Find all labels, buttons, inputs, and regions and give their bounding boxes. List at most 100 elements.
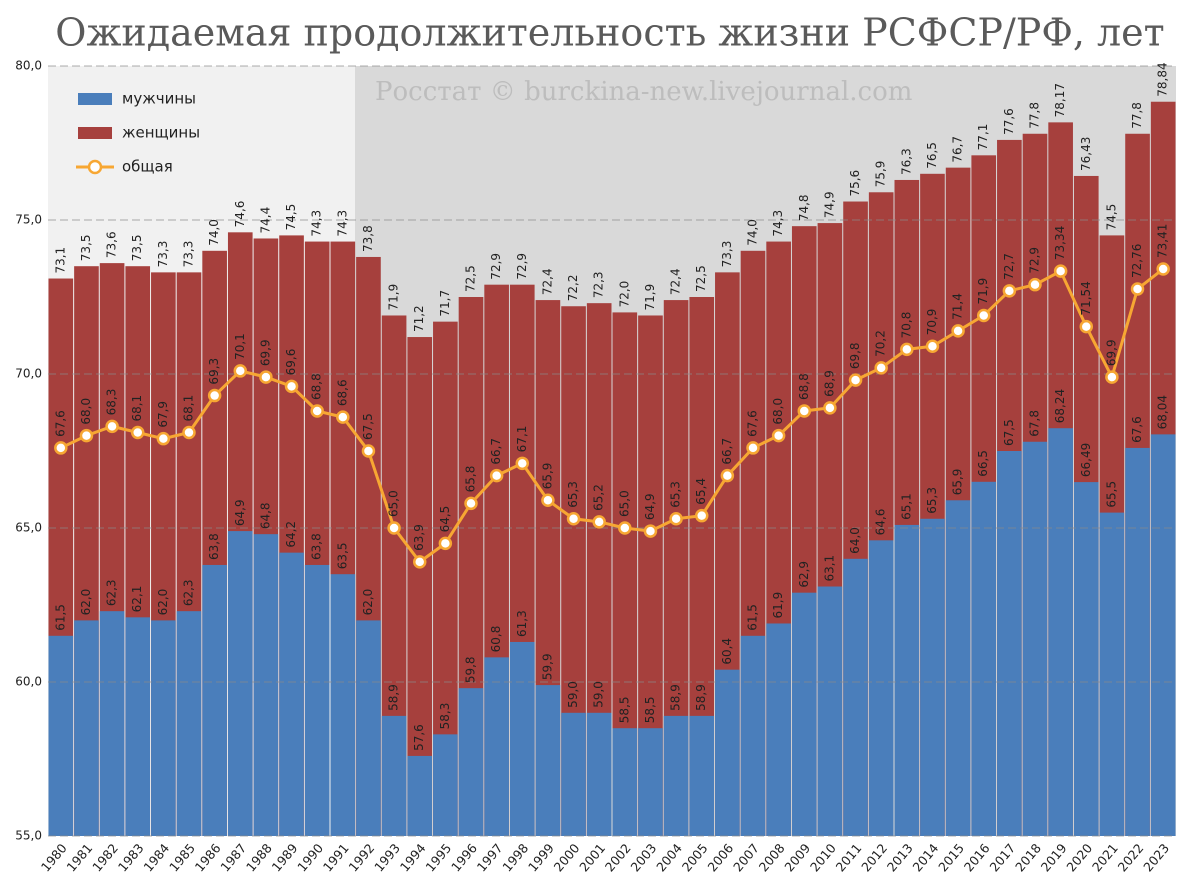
bar <box>997 451 1022 836</box>
value-label: 71,2 <box>412 305 426 332</box>
value-label: 76,3 <box>899 148 913 175</box>
point <box>207 388 222 403</box>
x-tick-label: 2003 <box>627 841 659 875</box>
x-tick-label: 2015 <box>935 841 967 875</box>
value-label: 73,3 <box>720 241 734 268</box>
bar <box>740 635 766 836</box>
x-tick-label: 1988 <box>243 841 275 875</box>
x-tick-label: 1983 <box>115 841 147 875</box>
point <box>643 524 658 538</box>
value-label: 60,8 <box>489 626 503 653</box>
value-label: 65,5 <box>1104 481 1118 508</box>
x-tick-label: 2001 <box>576 841 608 875</box>
value-label: 72,5 <box>464 265 478 292</box>
point <box>1002 284 1017 298</box>
legend-label: мужчины <box>122 90 196 108</box>
x-tick-label: 2007 <box>730 841 762 875</box>
x-tick-label: 2014 <box>909 841 941 875</box>
x-tick-label: 2020 <box>1063 841 1095 875</box>
value-label: 65,0 <box>617 490 631 517</box>
value-label: 69,9 <box>258 339 272 366</box>
bar <box>894 524 920 836</box>
value-label: 59,0 <box>566 681 580 708</box>
x-tick-label: 2021 <box>1089 841 1121 875</box>
bar <box>715 669 740 836</box>
value-label: 71,9 <box>387 284 401 311</box>
bar <box>381 715 407 836</box>
bar <box>920 518 945 836</box>
y-tick-label: 80,0 <box>15 59 42 73</box>
value-label: 71,9 <box>643 284 657 311</box>
x-tick-label: 2002 <box>602 841 634 875</box>
x-tick-label: 1990 <box>294 841 326 875</box>
value-label: 72,9 <box>1028 247 1042 274</box>
x-tick-label: 1992 <box>345 841 377 875</box>
value-label: 71,54 <box>1079 281 1093 315</box>
point <box>592 515 606 529</box>
value-label: 61,3 <box>515 610 529 637</box>
value-label: 72,0 <box>617 281 631 308</box>
value-label: 63,1 <box>822 555 836 582</box>
bar <box>561 712 586 836</box>
x-tick-label: 2019 <box>1038 841 1070 875</box>
bar <box>663 715 689 836</box>
bar <box>535 685 561 836</box>
x-tick-label: 1985 <box>166 841 198 875</box>
point <box>259 370 273 384</box>
value-label: 68,9 <box>822 370 836 397</box>
y-tick-label: 65,0 <box>15 521 42 535</box>
value-label: 59,9 <box>540 653 554 680</box>
x-tick-label: 2012 <box>858 841 890 875</box>
x-tick-label: 2016 <box>961 841 993 875</box>
point <box>156 431 171 446</box>
point <box>566 512 581 526</box>
x-tick-label: 1986 <box>192 841 224 875</box>
bar <box>253 534 279 836</box>
value-label: 68,24 <box>1053 389 1067 423</box>
value-label: 74,5 <box>284 204 298 231</box>
value-label: 64,5 <box>438 506 452 533</box>
point <box>541 493 555 508</box>
point <box>669 512 683 526</box>
x-tick-label: 2009 <box>781 841 813 875</box>
x-tick-label: 2008 <box>756 841 788 875</box>
value-label: 61,5 <box>746 604 760 631</box>
value-label: 72,9 <box>515 253 529 280</box>
value-label: 69,8 <box>848 342 862 369</box>
value-label: 72,4 <box>540 268 554 295</box>
value-label: 72,3 <box>592 271 606 298</box>
point <box>361 444 376 458</box>
value-label: 68,8 <box>797 373 811 400</box>
point <box>1053 264 1068 278</box>
value-label: 66,5 <box>976 450 990 477</box>
legend-swatch <box>78 127 112 139</box>
value-label: 74,3 <box>310 210 324 237</box>
point <box>1156 262 1170 276</box>
x-tick-label: 1998 <box>499 841 531 875</box>
point <box>951 324 965 338</box>
x-tick-label: 1981 <box>63 841 95 875</box>
value-label: 69,6 <box>284 349 298 376</box>
value-label: 58,5 <box>643 696 657 723</box>
bar <box>330 574 356 836</box>
value-label: 73,34 <box>1053 226 1067 260</box>
value-label: 64,0 <box>848 527 862 554</box>
y-tick-label: 55,0 <box>15 829 42 843</box>
value-label: 58,3 <box>438 703 452 730</box>
value-label: 62,0 <box>156 589 170 616</box>
value-label: 64,9 <box>233 499 247 526</box>
x-tick-label: 2018 <box>1012 841 1044 875</box>
point <box>925 339 940 354</box>
value-label: 63,9 <box>412 524 426 551</box>
legend-swatch <box>78 93 112 105</box>
x-tick-label: 1987 <box>217 841 249 875</box>
bar <box>227 531 253 836</box>
x-tick-label: 1993 <box>371 841 403 875</box>
value-label: 66,49 <box>1079 443 1093 477</box>
bar <box>1073 482 1099 836</box>
bar <box>586 712 612 836</box>
value-label: 66,7 <box>720 438 734 465</box>
x-tick-label: 1997 <box>474 841 506 875</box>
value-label: 71,7 <box>438 290 452 317</box>
point <box>105 419 119 434</box>
